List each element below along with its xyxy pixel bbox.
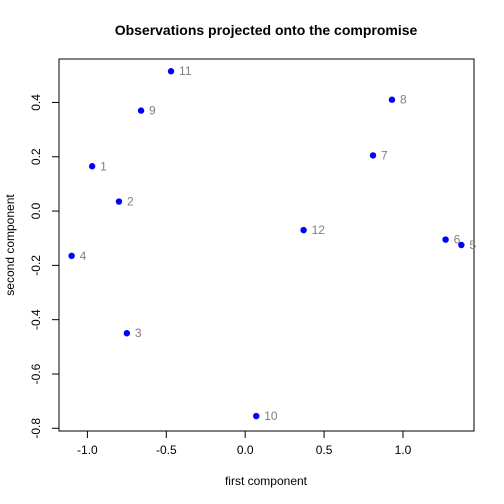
point-label: 6 <box>454 233 461 247</box>
y-tick-label: -0.8 <box>29 418 43 439</box>
data-point <box>458 241 465 249</box>
data-point <box>88 163 96 170</box>
point-label: 1 <box>100 159 107 173</box>
y-tick-label: -0.4 <box>29 309 43 330</box>
data-point <box>442 236 449 243</box>
point-label: 5 <box>469 238 476 252</box>
y-tick-label: 0.0 <box>29 202 43 219</box>
y-axis: -0.8 -0.6 -0.4 -0.2 0.0 0.2 0.4 <box>29 94 60 439</box>
data-point <box>300 226 307 234</box>
point-label: 11 <box>179 64 192 78</box>
x-tick-label: 1.0 <box>395 443 412 457</box>
x-tick-label: -1.0 <box>77 443 98 457</box>
data-point <box>369 152 377 159</box>
point-label: 8 <box>400 93 407 107</box>
y-tick-label: -0.6 <box>29 363 43 384</box>
x-tick-label: -0.5 <box>156 443 177 457</box>
x-tick-label: 0.0 <box>237 443 254 457</box>
data-point <box>253 412 260 420</box>
point-label: 10 <box>264 409 278 423</box>
data-point <box>167 68 175 75</box>
point-label: 3 <box>135 326 142 340</box>
data-point <box>115 198 123 205</box>
y-tick-label: -0.2 <box>29 255 43 276</box>
point-label: 12 <box>312 223 326 237</box>
point-label: 4 <box>80 249 87 263</box>
y-tick-label: 0.2 <box>29 148 43 165</box>
data-point <box>388 96 396 103</box>
x-axis-label: first component <box>225 474 308 488</box>
y-tick-label: 0.4 <box>29 94 43 111</box>
plot-frame <box>58 58 475 432</box>
point-label: 7 <box>381 148 388 162</box>
data-point <box>123 330 131 337</box>
y-axis-label: second component <box>3 194 17 296</box>
data-point <box>137 107 145 114</box>
point-label: 2 <box>127 195 134 209</box>
x-tick-label: 0.5 <box>316 443 333 457</box>
chart-title: Observations projected onto the compromi… <box>115 22 418 38</box>
x-axis: -1.0 -0.5 0.0 0.5 1.0 <box>77 430 412 457</box>
data-point <box>68 252 75 260</box>
point-label: 9 <box>149 104 156 118</box>
